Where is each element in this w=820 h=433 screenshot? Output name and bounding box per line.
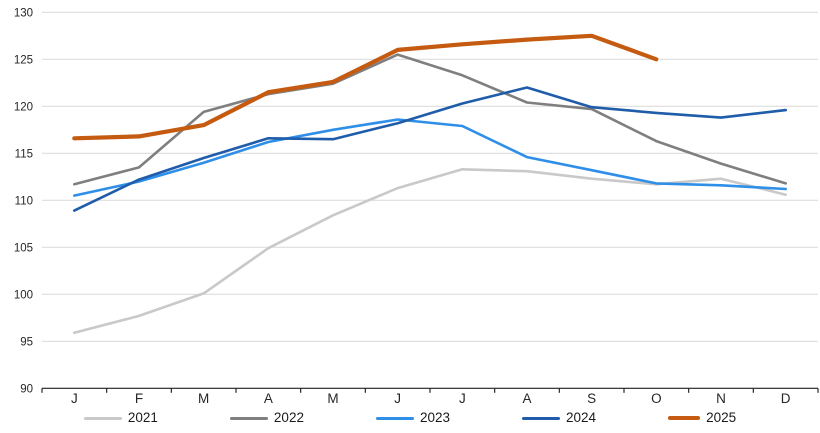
series-line-2022 <box>73 53 788 186</box>
y-axis-tick-label-95: 95 <box>20 336 33 348</box>
x-axis-month-label-6: J <box>459 391 466 406</box>
legend-swatch-2022 <box>229 416 268 420</box>
legend-item-2022[interactable]: 2022 <box>229 410 304 426</box>
y-axis-tick-label-105: 105 <box>14 242 33 254</box>
legend-label-2025: 2025 <box>706 410 737 426</box>
y-axis-tick-label-125: 125 <box>14 54 33 66</box>
legend-item-2021[interactable]: 2021 <box>83 410 158 426</box>
x-axis-month-label-11: D <box>781 391 791 406</box>
x-axis-month-label-5: J <box>394 391 401 406</box>
legend-label-2022: 2022 <box>273 410 304 426</box>
x-axis-month-label-0: J <box>71 391 78 406</box>
x-axis-month-label-1: F <box>135 391 143 406</box>
y-axis-tick-label-90: 90 <box>20 383 33 395</box>
legend-label-2023: 2023 <box>419 410 451 426</box>
legend-swatch-2021 <box>83 416 122 420</box>
y-axis-tick-label-120: 120 <box>14 101 33 113</box>
legend-label-2021: 2021 <box>127 410 158 426</box>
x-axis-month-label-3: A <box>264 391 273 406</box>
legend-item-2025[interactable]: 2025 <box>668 411 736 425</box>
x-axis-month-label-9: O <box>651 391 662 406</box>
x-axis-month-label-8: S <box>587 391 596 406</box>
y-axis-tick-label-115: 115 <box>15 148 33 160</box>
legend-item-2024[interactable]: 2024 <box>522 411 596 425</box>
x-axis-month-label-10: N <box>716 391 726 406</box>
y-axis-tick-label-100: 100 <box>14 289 33 301</box>
legend-item-2023[interactable]: 2023 <box>375 410 451 426</box>
x-axis-month-label-4: M <box>327 391 338 406</box>
chart-legend: 2021 2022 2023 2024 2025 <box>0 406 820 430</box>
legend-swatch-2024 <box>522 416 561 420</box>
x-axis-month-label-2: M <box>198 391 209 406</box>
series-line-2024 <box>73 86 788 212</box>
legend-swatch-2023 <box>375 416 414 420</box>
y-axis-tick-label-110: 110 <box>15 195 33 207</box>
series-line-2021 <box>73 168 788 335</box>
legend-label-2024: 2024 <box>566 410 597 426</box>
legend-swatch-2025 <box>668 415 701 421</box>
series-line-2023 <box>73 118 788 197</box>
series-line-2025 <box>72 33 659 141</box>
x-axis-month-label-7: A <box>522 391 531 406</box>
y-axis-tick-label-130: 130 <box>14 7 33 19</box>
